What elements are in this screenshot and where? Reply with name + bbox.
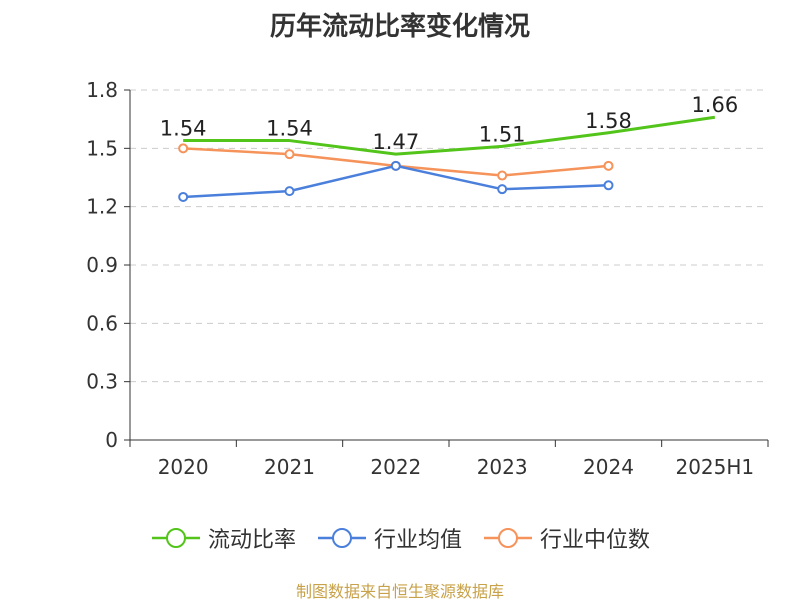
series-point-2 bbox=[178, 143, 189, 154]
series-point-2 bbox=[497, 170, 508, 181]
legend-label: 流动比率 bbox=[207, 528, 296, 553]
data-labels: 1.54 1.54 1.47 1.51 1.58 1.66 bbox=[160, 93, 738, 154]
legend-label: 行业均值 bbox=[373, 528, 462, 553]
series-point-1 bbox=[603, 180, 614, 191]
x-tick-label: 2025H1 bbox=[675, 455, 754, 479]
y-tick-label: 1.8 bbox=[86, 78, 118, 102]
source-footer: 制图数据来自恒生聚源数据库 bbox=[295, 582, 504, 601]
legend-item[interactable]: 行业均值 bbox=[316, 522, 462, 554]
y-tick-label: 0.9 bbox=[86, 253, 118, 277]
grid-lines bbox=[130, 89, 768, 383]
y-tick-label: 1.2 bbox=[86, 195, 118, 219]
series-point-1 bbox=[497, 184, 508, 195]
y-tick-label: 1.5 bbox=[86, 136, 118, 160]
x-tick-label: 2020 bbox=[158, 455, 209, 479]
data-label: 1.47 bbox=[372, 130, 419, 154]
legend-line-marker-icon bbox=[484, 528, 532, 548]
legend: 流动比率 行业均值 行业中位数 bbox=[0, 522, 800, 554]
x-tick-label: 2023 bbox=[477, 455, 528, 479]
data-label: 1.58 bbox=[585, 109, 632, 133]
series-point-1 bbox=[390, 160, 401, 171]
legend-line-marker-icon bbox=[317, 528, 366, 548]
data-label: 1.54 bbox=[160, 117, 207, 141]
series-point-2 bbox=[603, 160, 614, 171]
legend-item[interactable]: 流动比率 bbox=[150, 522, 296, 554]
y-tick-label: 0.6 bbox=[86, 311, 118, 335]
series-line-0 bbox=[183, 115, 716, 156]
series-layer bbox=[178, 115, 716, 202]
y-tick-label: 0.3 bbox=[86, 370, 118, 394]
axes: 0 0.3 0.6 0.9 1.2 1.5 1.8 2020 2021 2022 2023 2024 2… bbox=[86, 78, 769, 479]
series-point-1 bbox=[178, 191, 189, 202]
data-label: 1.54 bbox=[266, 117, 313, 141]
series-point-2 bbox=[284, 149, 295, 160]
x-tick-label: 2021 bbox=[264, 455, 315, 479]
x-tick-label: 2024 bbox=[583, 455, 634, 479]
data-label: 1.66 bbox=[691, 93, 738, 117]
legend-label: 行业中位数 bbox=[540, 528, 651, 553]
y-tick-label: 0 bbox=[105, 428, 118, 452]
series-point-1 bbox=[284, 186, 295, 197]
x-tick-label: 2022 bbox=[370, 455, 421, 479]
data-label: 1.51 bbox=[479, 122, 526, 146]
chart-title: 历年流动比率变化情况 bbox=[269, 12, 530, 42]
legend-item[interactable]: 行业中位数 bbox=[482, 522, 650, 554]
legend-line-marker-icon bbox=[151, 528, 200, 548]
